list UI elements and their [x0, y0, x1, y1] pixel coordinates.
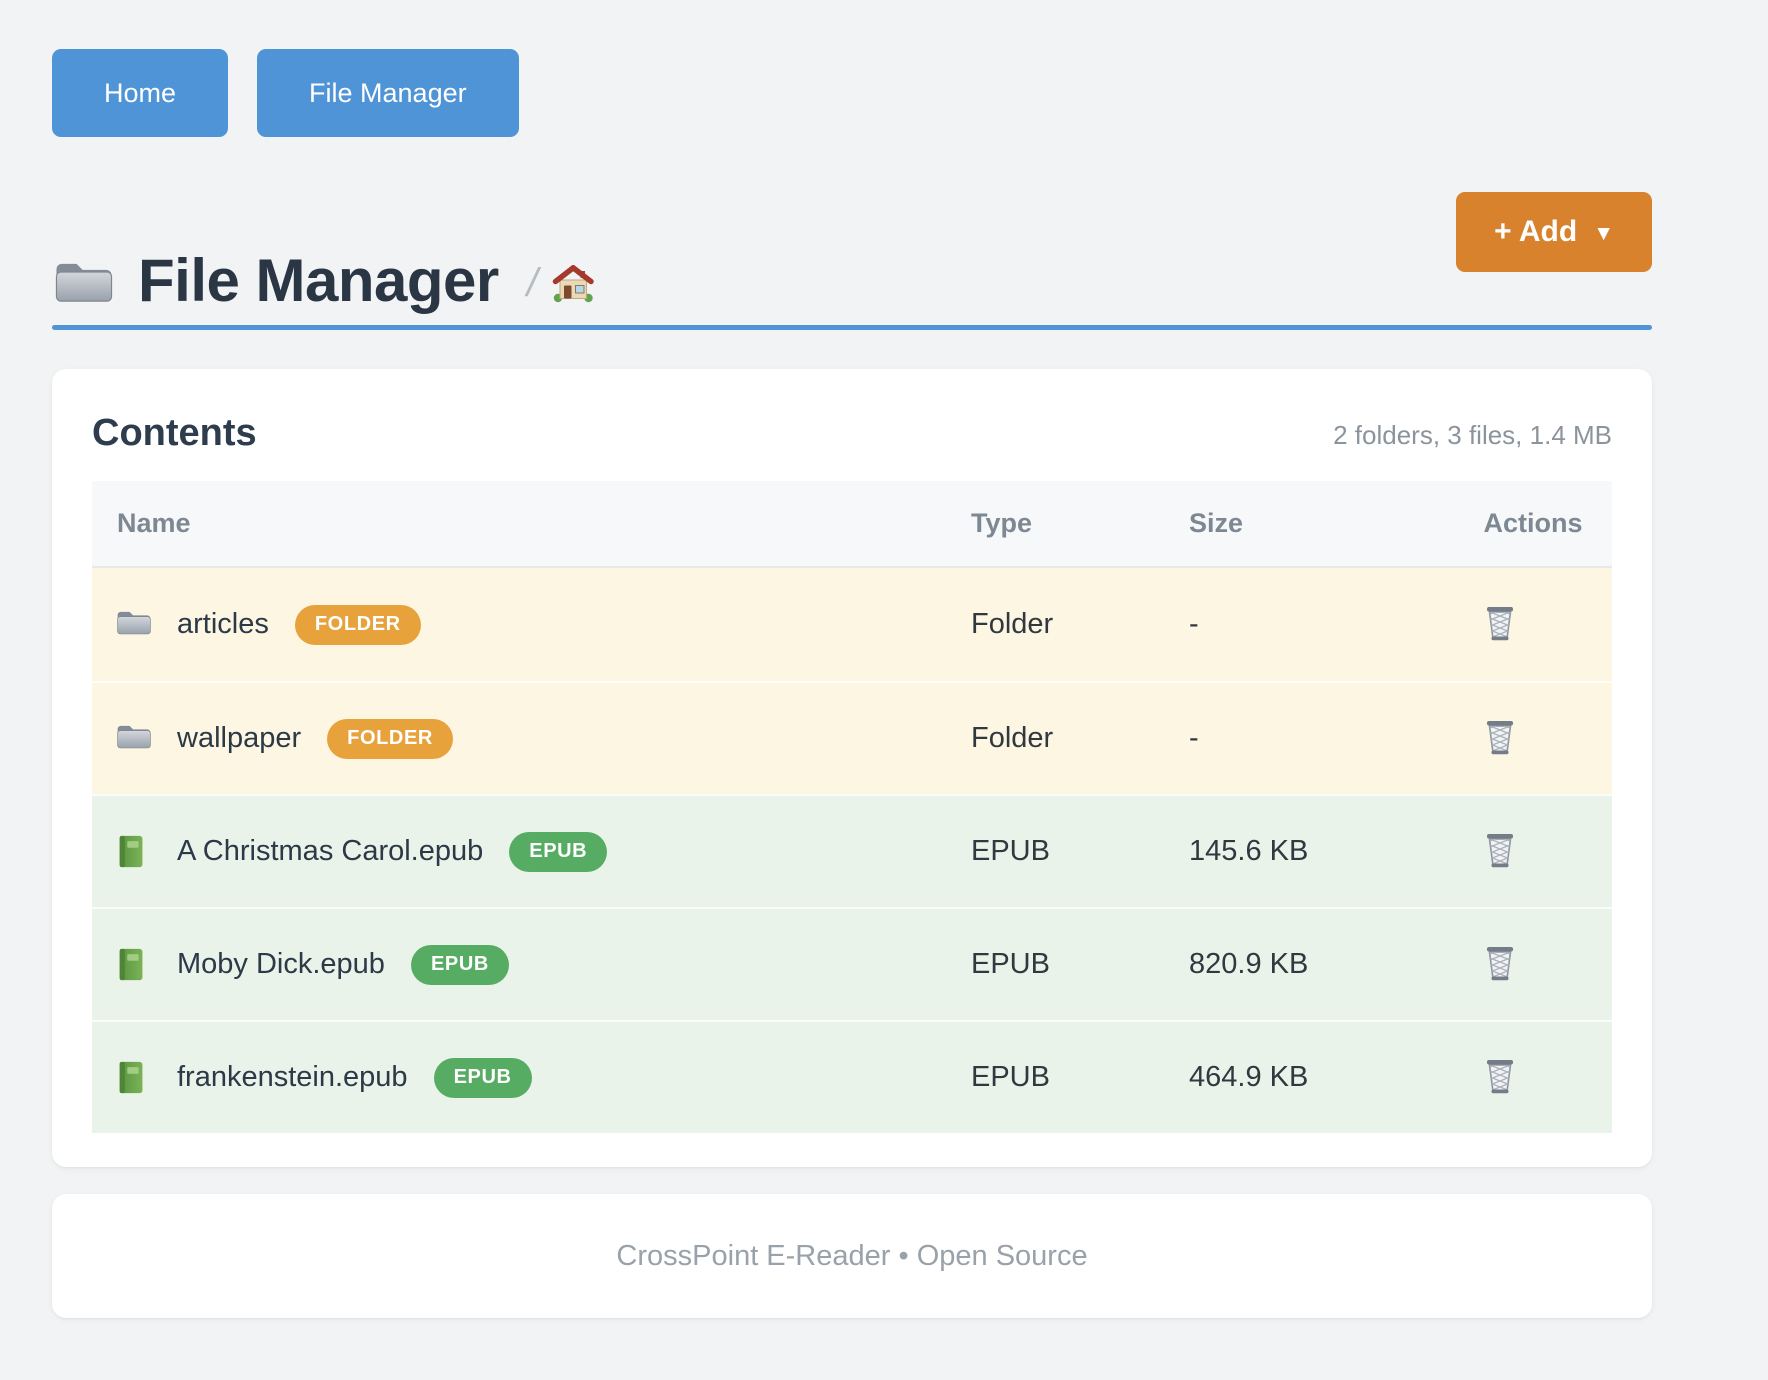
- file-type-cell: EPUB: [971, 835, 1050, 867]
- delete-button[interactable]: [1479, 827, 1521, 876]
- trash-icon: [1483, 944, 1517, 985]
- file-manager-nav-button[interactable]: File Manager: [257, 49, 519, 137]
- file-name-cell[interactable]: articles FOLDER: [92, 604, 971, 645]
- top-nav: Home File Manager: [52, 0, 1652, 137]
- delete-button[interactable]: [1479, 1053, 1521, 1102]
- table-row: frankenstein.epub EPUB EPUB 464.9 KB: [92, 1020, 1612, 1133]
- table-row: articles FOLDER Folder -: [92, 568, 1612, 681]
- add-button-label: + Add: [1494, 215, 1578, 248]
- column-header-name: Name: [117, 508, 191, 538]
- file-size-cell: 145.6 KB: [1189, 835, 1309, 867]
- table-row: wallpaper FOLDER Folder -: [92, 681, 1612, 794]
- home-icon[interactable]: [552, 265, 594, 303]
- page-header: File Manager / + Add ▼: [52, 192, 1652, 315]
- file-size-cell: -: [1189, 722, 1199, 754]
- page-title: File Manager: [138, 247, 499, 314]
- home-nav-button[interactable]: Home: [52, 49, 229, 137]
- file-name-cell[interactable]: frankenstein.epub EPUB: [92, 1057, 971, 1098]
- table-header-row: Name Type Size Actions: [92, 481, 1612, 568]
- table-row: A Christmas Carol.epub EPUB EPUB 145.6 K…: [92, 794, 1612, 907]
- file-type-cell: EPUB: [971, 948, 1050, 980]
- file-actions-cell: [1455, 940, 1611, 989]
- file-name: wallpaper: [177, 722, 302, 754]
- add-button[interactable]: + Add ▼: [1456, 192, 1652, 272]
- footer-card: CrossPoint E-Reader • Open Source: [52, 1194, 1652, 1318]
- footer-text: CrossPoint E-Reader • Open Source: [616, 1239, 1088, 1272]
- contents-summary: 2 folders, 3 files, 1.4 MB: [1333, 420, 1612, 450]
- file-type-cell: Folder: [971, 722, 1054, 754]
- file-name-cell[interactable]: A Christmas Carol.epub EPUB: [92, 831, 971, 872]
- table-row: Moby Dick.epub EPUB EPUB 820.9 KB: [92, 907, 1612, 1020]
- trash-icon: [1483, 718, 1517, 759]
- file-size-cell: 820.9 KB: [1189, 948, 1309, 980]
- column-header-actions: Actions: [1483, 508, 1583, 538]
- file-actions-cell: [1455, 1053, 1611, 1102]
- delete-button[interactable]: [1479, 714, 1521, 763]
- file-type-badge: FOLDER: [327, 718, 453, 759]
- file-name-cell[interactable]: Moby Dick.epub EPUB: [92, 944, 971, 985]
- contents-card-header: Contents 2 folders, 3 files, 1.4 MB: [92, 412, 1612, 455]
- file-type-badge: EPUB: [433, 1057, 532, 1098]
- file-manager-page: Home File Manager File Manager / + Add ▼…: [52, 0, 1652, 1318]
- trash-icon: [1483, 831, 1517, 872]
- contents-title: Contents: [92, 412, 257, 454]
- breadcrumb-separator: /: [526, 261, 538, 305]
- chevron-down-icon: ▼: [1593, 221, 1614, 245]
- file-actions-cell: [1455, 600, 1611, 649]
- file-actions-cell: [1455, 827, 1611, 876]
- table-body: articles FOLDER Folder - wallpaper FOLDE…: [92, 568, 1612, 1133]
- file-size-cell: -: [1189, 608, 1199, 640]
- file-type-badge: EPUB: [509, 831, 608, 872]
- file-name: frankenstein.epub: [177, 1061, 408, 1093]
- file-type-badge: FOLDER: [294, 604, 421, 645]
- trash-icon: [1483, 604, 1517, 645]
- book-icon: [115, 947, 153, 983]
- column-header-size: Size: [1189, 508, 1244, 538]
- delete-button[interactable]: [1479, 600, 1521, 649]
- file-type-cell: Folder: [971, 608, 1054, 640]
- trash-icon: [1483, 1057, 1517, 1098]
- book-icon: [115, 834, 153, 870]
- contents-card: Contents 2 folders, 3 files, 1.4 MB Name…: [52, 369, 1652, 1167]
- file-name-cell[interactable]: wallpaper FOLDER: [92, 718, 971, 759]
- book-icon: [115, 1060, 153, 1096]
- header-divider: [52, 325, 1652, 330]
- file-name: Moby Dick.epub: [177, 948, 385, 980]
- folder-icon: [52, 255, 116, 307]
- file-actions-cell: [1455, 714, 1611, 763]
- file-type-badge: EPUB: [410, 944, 509, 985]
- column-header-type: Type: [971, 508, 1033, 538]
- contents-table: Name Type Size Actions articles FOLDER F…: [92, 481, 1612, 1133]
- file-size-cell: 464.9 KB: [1189, 1061, 1309, 1093]
- delete-button[interactable]: [1479, 940, 1521, 989]
- folder-icon: [115, 607, 153, 643]
- folder-icon: [115, 721, 153, 757]
- file-name: articles: [177, 608, 269, 640]
- file-name: A Christmas Carol.epub: [177, 835, 484, 867]
- file-type-cell: EPUB: [971, 1061, 1050, 1093]
